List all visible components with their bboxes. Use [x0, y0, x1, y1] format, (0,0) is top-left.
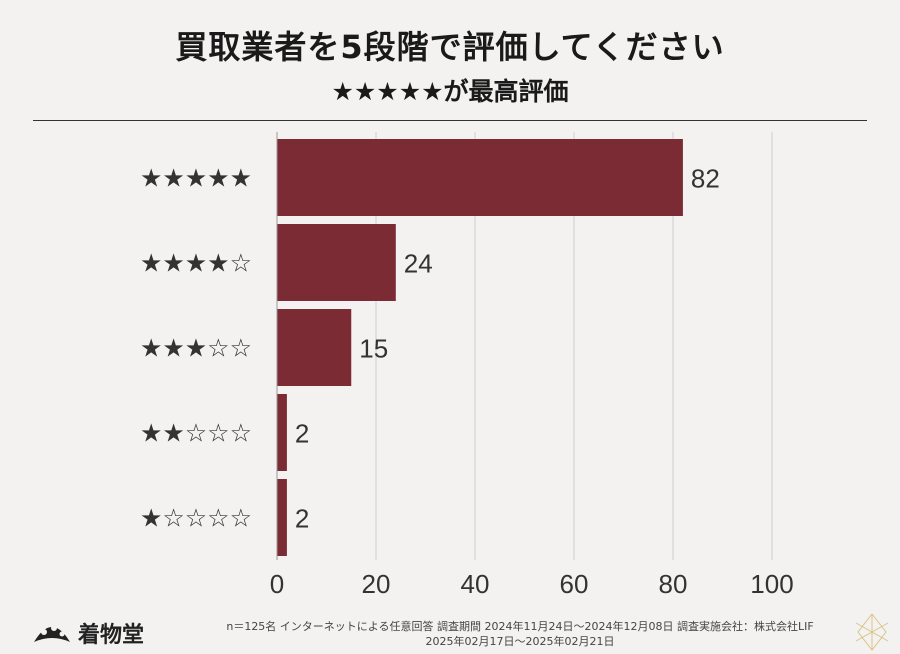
survey-note-line-1: n＝125名 インターネットによる任意回答 調査期間 2024年11月24日～2… [226, 620, 814, 633]
value-label-5-stars: 82 [691, 164, 720, 194]
x-tick-label-20: 20 [362, 569, 391, 599]
fan-logo-icon [34, 625, 70, 642]
category-label-4-stars: ★★★★☆ [140, 249, 252, 278]
value-label-4-stars: 24 [404, 249, 433, 279]
logo: 着物堂 [32, 618, 144, 648]
chart-title: 買取業者を5段階で評価してください [175, 28, 725, 66]
bar-3-stars [277, 309, 352, 386]
category-label-5-stars: ★★★★★ [140, 164, 252, 193]
category-label-3-stars: ★★★☆☆ [140, 334, 252, 363]
survey-note: n＝125名 インターネットによる任意回答 調査期間 2024年11月24日～2… [180, 619, 860, 649]
bar-5-stars [277, 139, 683, 216]
asanoha-decoration-icon [855, 613, 889, 651]
x-tick-label-40: 40 [461, 569, 490, 599]
bar-chart: ★★★★★ 82★★★★☆ 24★★★☆☆ 15★★☆☆☆ 2★☆☆☆☆ 20 20 40 60… [140, 132, 794, 599]
title-divider [33, 120, 867, 121]
x-tick-label-100: 100 [750, 569, 793, 599]
bar-2-stars [277, 394, 287, 471]
value-label-1-stars: 2 [295, 504, 309, 534]
value-label-2-stars: 2 [295, 419, 309, 449]
category-label-1-stars: ★☆☆☆☆ [140, 504, 252, 533]
logo-text: 着物堂 [78, 622, 145, 648]
bar-4-stars [277, 224, 396, 301]
survey-note-line-2: 2025年02月17日～2025年02月21日 [425, 635, 615, 648]
x-tick-label-0: 0 [270, 569, 284, 599]
value-label-3-stars: 15 [359, 334, 388, 364]
x-tick-label-60: 60 [560, 569, 589, 599]
chart-subtitle: ★★★★★が最高評価 [331, 77, 569, 106]
x-tick-label-80: 80 [659, 569, 688, 599]
bar-1-stars [277, 479, 287, 556]
category-label-2-stars: ★★☆☆☆ [140, 419, 252, 448]
